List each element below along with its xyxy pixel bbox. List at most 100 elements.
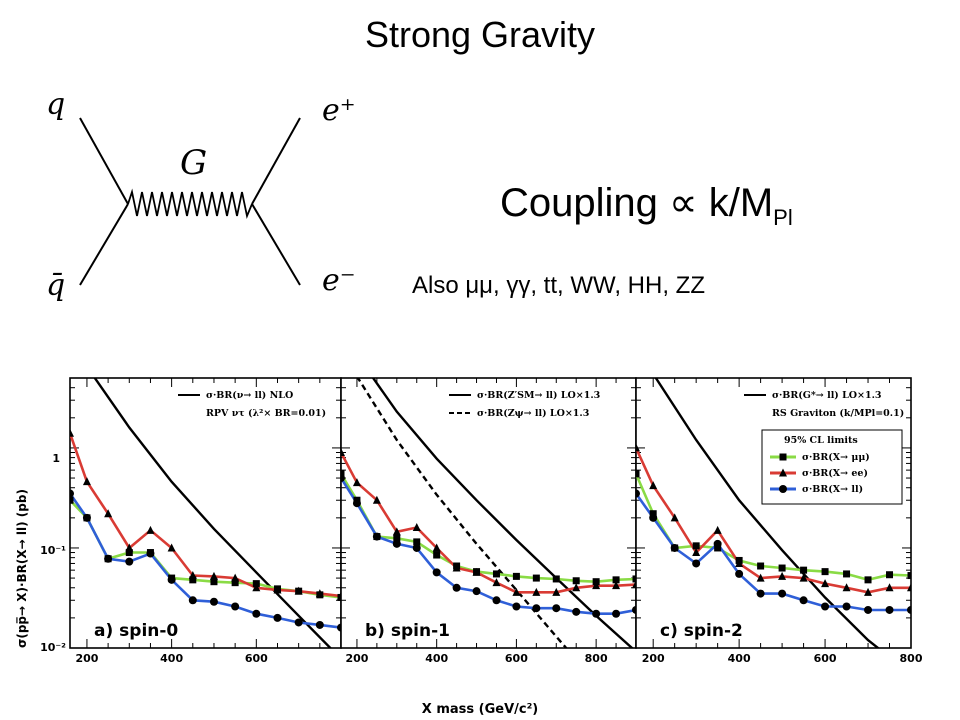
marker-circle [372, 532, 381, 541]
marker-triangle [735, 558, 744, 567]
marker-circle [452, 583, 461, 592]
marker-circle [432, 568, 441, 577]
marker-triangle [692, 548, 701, 557]
marker-circle [273, 613, 282, 622]
electron-line [251, 117, 301, 205]
x-tick-label: 800 [585, 652, 608, 665]
marker-square [612, 576, 620, 584]
x-tick-label: 400 [160, 652, 183, 665]
cl-legend-text: σ·BR(X→ ee) [802, 468, 868, 479]
marker-square [572, 577, 580, 585]
marker-triangle [352, 478, 361, 487]
marker-square [341, 470, 345, 478]
panel-plot-area [341, 378, 636, 648]
label-q: q [46, 87, 65, 122]
x-tick-label: 600 [245, 652, 268, 665]
panel-plot-area [636, 378, 911, 648]
marker-circle [146, 549, 155, 558]
marker-circle [670, 543, 679, 552]
marker-triangle [778, 571, 787, 580]
y-axis-label: σ(pp̅→ X)·BR(X→ ll) (pb) [15, 489, 29, 648]
marker-circle [821, 602, 830, 611]
marker-square [907, 572, 911, 580]
cl-legend-marker [779, 485, 787, 493]
coupling-subscript: Pl [773, 205, 793, 230]
coupling-ratio: k/M [697, 181, 774, 225]
marker-circle [392, 539, 401, 548]
x-tick-label: 600 [505, 652, 528, 665]
cl-legend-marker [779, 453, 787, 461]
legend-note: RPV ντ (λ²× BR=0.01) [206, 408, 326, 419]
positron-line [251, 203, 301, 286]
limits-figure: σ(pp̅→ X)·BR(X→ ll) (pb) X mass (GeV/c²)… [15, 377, 923, 717]
marker-square [843, 570, 851, 578]
marker-triangle [70, 428, 74, 437]
marker-triangle [552, 587, 561, 596]
marker-triangle [82, 477, 91, 486]
series-line [341, 451, 636, 594]
theory-curve [356, 378, 568, 648]
also-channels: Also μμ, γγ, tt, WW, HH, ZZ [412, 272, 705, 299]
marker-circle [315, 620, 324, 629]
marker-circle [472, 587, 481, 596]
marker-circle [885, 605, 894, 614]
marker-square [231, 579, 239, 587]
marker-circle [352, 499, 361, 508]
marker-circle [692, 559, 701, 568]
x-tick-label: 200 [345, 652, 368, 665]
marker-circle [636, 489, 640, 498]
marker-square [692, 542, 700, 550]
marker-square [189, 576, 197, 584]
label-G: G [180, 143, 207, 183]
marker-circle [842, 602, 851, 611]
marker-circle [412, 543, 421, 552]
marker-triangle [146, 525, 155, 534]
marker-circle [70, 489, 74, 498]
marker-circle [341, 474, 345, 483]
x-axis-label: X mass (GeV/c²) [422, 702, 538, 717]
panel-frame [635, 377, 912, 649]
cl-legend-text: σ·BR(X→ ll) [802, 484, 863, 495]
marker-triangle [412, 523, 421, 532]
y-tick-0.1: 10⁻¹ [40, 544, 66, 557]
marker-square [70, 496, 74, 504]
x-tick-label: 600 [814, 652, 837, 665]
label-eminus: e⁻ [322, 263, 356, 298]
marker-square [393, 534, 401, 542]
legend-text: σ·BR(Zψ→ ll) LO×1.3 [477, 408, 589, 419]
marker-square [632, 575, 636, 583]
marker-triangle [315, 589, 324, 598]
x-tick-label: 400 [728, 652, 751, 665]
marker-circle [82, 513, 91, 522]
slide-title: Strong Gravity [364, 14, 596, 55]
marker-square [800, 566, 808, 574]
theory-curve [654, 378, 880, 648]
marker-triangle [592, 581, 601, 590]
marker-circle [337, 623, 341, 632]
marker-triangle [492, 578, 501, 587]
panel-2: 200 400 600 800 b) spin-1 σ·BR(Z′SM→ ll) LO×1… [340, 377, 637, 665]
marker-triangle [252, 583, 261, 592]
marker-circle [209, 597, 218, 606]
marker-circle [532, 604, 541, 613]
marker-circle [104, 554, 113, 563]
quark-line [79, 117, 129, 205]
marker-circle [294, 618, 303, 627]
panel-label: c) spin-2 [660, 621, 743, 641]
legend-note: RS Graviton (k/MPl=0.1) [772, 408, 904, 419]
marker-circle [778, 589, 787, 598]
chart-panels: 200 400 600 a) spin-0 σ·BR(ν→ ll) NLO RPV ντ … [69, 377, 923, 665]
marker-triangle [209, 571, 218, 580]
theory-curve [93, 378, 333, 648]
label-eplus: e⁺ [322, 93, 356, 128]
marker-triangle [885, 583, 894, 592]
marker-triangle [452, 563, 461, 572]
cl-legend-title: 95% CL limits [784, 435, 858, 446]
graviton-propagator [127, 188, 253, 220]
marker-circle [907, 605, 911, 614]
marker-triangle [512, 587, 521, 596]
antiquark-line [79, 203, 129, 286]
marker-square [210, 578, 218, 586]
marker-triangle [799, 573, 808, 582]
marker-square [886, 571, 894, 579]
